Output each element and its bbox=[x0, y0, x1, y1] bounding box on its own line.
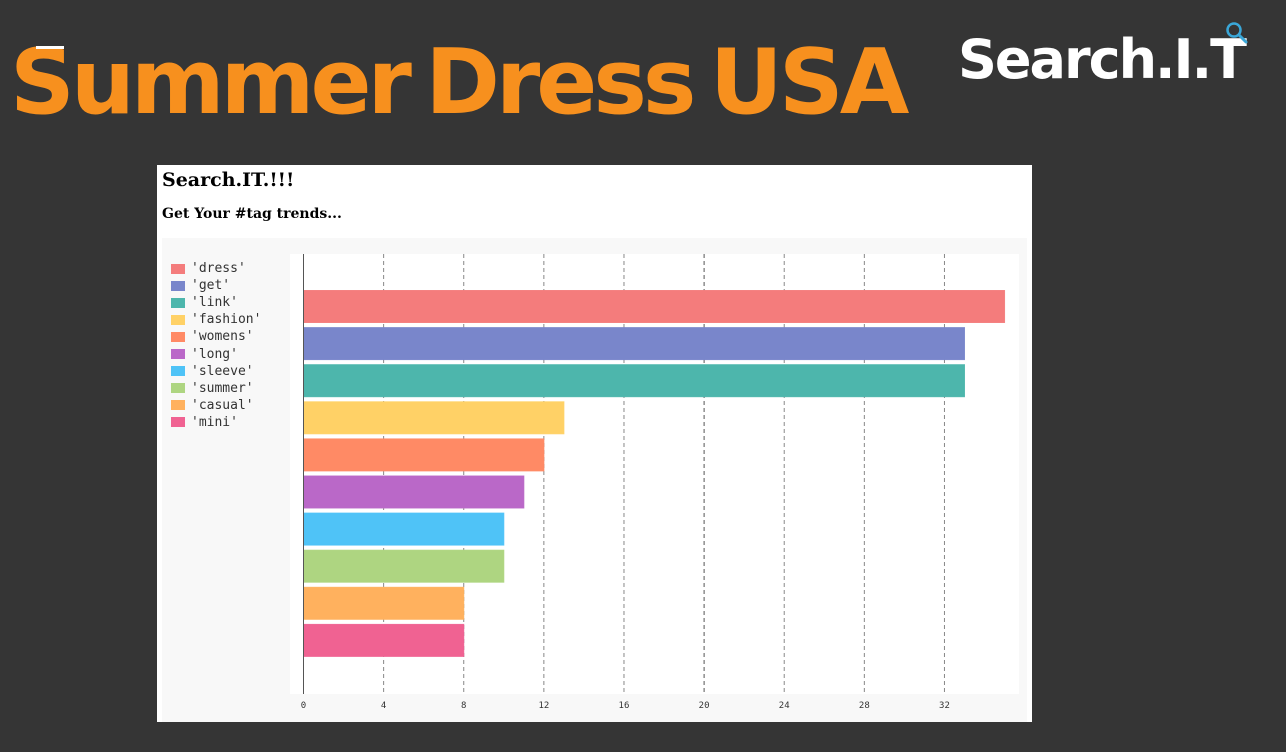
legend-label: 'casual' bbox=[191, 397, 254, 413]
legend-swatch bbox=[171, 383, 185, 394]
legend-label: 'long' bbox=[191, 346, 238, 362]
legend-item: 'womens' bbox=[171, 328, 261, 345]
legend-item: 'mini' bbox=[171, 414, 261, 431]
title-decoration bbox=[36, 46, 64, 49]
x-axis-ticks: 0 4 8 12 16 20 24 28 32 bbox=[301, 701, 950, 711]
legend-item: 'link' bbox=[171, 294, 261, 311]
chart-area: 'dress''get''link''fashion''womens''long… bbox=[162, 238, 1027, 722]
magnifier-icon bbox=[1226, 22, 1248, 44]
legend-label: 'sleeve' bbox=[191, 363, 254, 379]
bar-link bbox=[303, 364, 965, 398]
legend-item: 'casual' bbox=[171, 397, 261, 414]
bars bbox=[303, 290, 1006, 657]
legend-label: 'womens' bbox=[191, 329, 254, 345]
legend-swatch bbox=[171, 366, 185, 377]
panel-title: Search.IT.!!! bbox=[162, 169, 295, 191]
legend-label: 'summer' bbox=[191, 380, 254, 396]
bar-dress bbox=[303, 290, 1006, 323]
x-tick-label: 16 bbox=[619, 701, 630, 711]
page-title: Summer Dress USA bbox=[10, 30, 909, 135]
panel-subtitle: Get Your #tag trends... bbox=[162, 206, 342, 222]
legend-item: 'dress' bbox=[171, 260, 261, 277]
legend-swatch bbox=[171, 314, 185, 325]
x-tick-label: 32 bbox=[939, 701, 950, 711]
legend-swatch bbox=[171, 280, 185, 291]
bar-womens bbox=[303, 438, 545, 472]
bar-mini bbox=[303, 623, 465, 657]
legend-item: 'get' bbox=[171, 277, 261, 294]
x-tick-label: 8 bbox=[461, 701, 466, 711]
bar-sleeve bbox=[303, 512, 505, 546]
bar-long bbox=[303, 475, 525, 509]
legend-label: 'link' bbox=[191, 295, 238, 311]
bar-get bbox=[303, 327, 965, 361]
bar-summer bbox=[303, 549, 505, 583]
x-tick-label: 28 bbox=[859, 701, 870, 711]
legend-item: 'sleeve' bbox=[171, 363, 261, 380]
bar-casual bbox=[303, 586, 465, 620]
legend-label: 'get' bbox=[191, 278, 231, 294]
legend-label: 'mini' bbox=[191, 414, 238, 430]
legend-item: 'fashion' bbox=[171, 311, 261, 328]
legend-label: 'fashion' bbox=[191, 312, 262, 328]
x-tick-label: 24 bbox=[779, 701, 790, 711]
legend-label: 'dress' bbox=[191, 261, 246, 277]
legend-swatch bbox=[171, 297, 185, 308]
legend-swatch bbox=[171, 331, 185, 342]
x-tick-label: 20 bbox=[699, 701, 710, 711]
x-tick-label: 12 bbox=[538, 701, 549, 711]
brand-logo: Search.I.T bbox=[958, 28, 1247, 91]
chart-panel: Search.IT.!!! Get Your #tag trends... 'd… bbox=[157, 165, 1032, 722]
legend-swatch bbox=[171, 400, 185, 411]
x-tick-label: 0 bbox=[301, 701, 306, 711]
legend-item: 'summer' bbox=[171, 380, 261, 397]
chart-legend: 'dress''get''link''fashion''womens''long… bbox=[171, 260, 261, 431]
bar-chart: 0 4 8 12 16 20 24 28 32 bbox=[290, 254, 1019, 711]
bar-fashion bbox=[303, 401, 565, 435]
legend-item: 'long' bbox=[171, 345, 261, 362]
legend-swatch bbox=[171, 417, 185, 428]
x-tick-label: 4 bbox=[381, 701, 386, 711]
legend-swatch bbox=[171, 263, 185, 274]
legend-swatch bbox=[171, 349, 185, 360]
